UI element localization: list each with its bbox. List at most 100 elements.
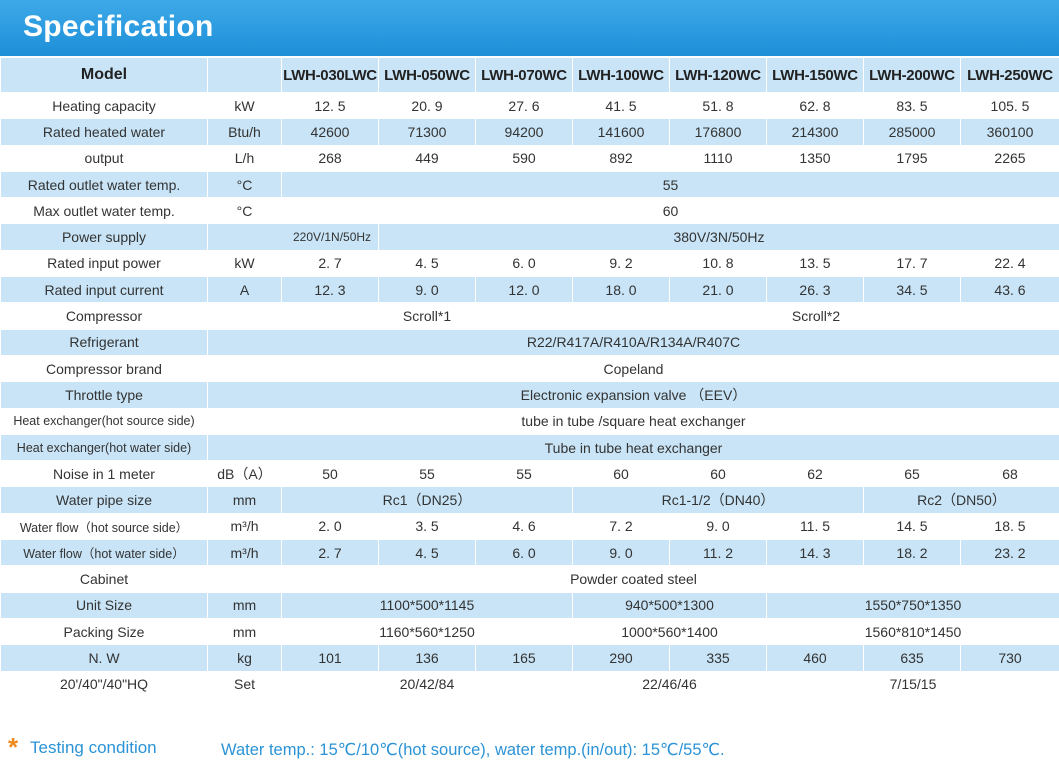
table-cell: 7/15/15	[766, 670, 1059, 698]
table-cell: 11. 5	[766, 512, 864, 541]
table-cell: 1350	[766, 144, 864, 172]
table-cell: Scroll*1	[281, 302, 573, 330]
row-unit: kW	[207, 91, 282, 120]
table-cell: 2265	[960, 144, 1059, 172]
table-cell: 68	[960, 460, 1059, 488]
table-cell: 176800	[669, 118, 767, 146]
testing-condition-note: * Testing condition Water temp.: 15℃/10℃…	[8, 732, 1058, 765]
row-label: Heat exchanger(hot water side)	[0, 433, 208, 462]
table-cell: 101	[281, 644, 379, 672]
table-cell: 18. 5	[960, 512, 1059, 541]
row-rated-outlet-temp: Rated outlet water temp. °C 55	[0, 170, 1059, 199]
row-label: Water flow（hot source side）	[0, 512, 208, 541]
row-label: Refrigerant	[0, 328, 208, 356]
table-cell: 6. 0	[475, 539, 573, 567]
table-cell: 136	[378, 644, 476, 672]
table-cell: 1000*560*1400	[572, 617, 767, 646]
unit-header	[207, 57, 282, 93]
table-cell: 165	[475, 644, 573, 672]
row-hx-hot-water: Heat exchanger(hot water side) Tube in t…	[0, 433, 1059, 462]
table-cell: 11. 2	[669, 539, 767, 567]
table-cell: 940*500*1300	[572, 591, 767, 619]
row-label: Noise in 1 meter	[0, 460, 208, 488]
row-packing-size: Packing Size mm 1160*560*1250 1000*560*1…	[0, 617, 1059, 646]
row-label: output	[0, 144, 208, 172]
table-cell: 449	[378, 144, 476, 172]
table-cell: 65	[863, 460, 961, 488]
row-label: Max outlet water temp.	[0, 197, 208, 225]
row-net-weight: N. W kg 101 136 165 290 335 460 635 730	[0, 644, 1059, 672]
row-label: Heating capacity	[0, 91, 208, 120]
table-cell: 635	[863, 644, 961, 672]
table-cell: tube in tube /square heat exchanger	[207, 407, 1059, 435]
table-cell: 4. 5	[378, 249, 476, 278]
table-cell: 4. 5	[378, 539, 476, 567]
row-unit: Set	[207, 670, 282, 698]
table-cell: 60	[669, 460, 767, 488]
table-cell: Scroll*2	[572, 302, 1059, 330]
table-cell: 1100*500*1145	[281, 591, 573, 619]
asterisk-icon: *	[8, 732, 19, 762]
model-column-header: LWH-250WC	[960, 57, 1059, 93]
table-cell: 380V/3N/50Hz	[378, 223, 1059, 251]
table-cell: 18. 0	[572, 276, 670, 304]
table-cell: 1110	[669, 144, 767, 172]
table-cell: 13. 5	[766, 249, 864, 278]
table-cell: 43. 6	[960, 276, 1059, 304]
table-cell: 50	[281, 460, 379, 488]
row-compressor: Compressor Scroll*1 Scroll*2	[0, 302, 1059, 330]
table-cell: 14. 3	[766, 539, 864, 567]
row-power-supply: Power supply 220V/1N/50Hz 380V/3N/50Hz	[0, 223, 1059, 251]
row-refrigerant: Refrigerant R22/R417A/R410A/R134A/R407C	[0, 328, 1059, 356]
table-cell: Copeland	[207, 354, 1059, 383]
testing-condition-value: Water temp.: 15℃/10℃(hot source), water …	[221, 741, 725, 759]
table-cell: 9. 0	[669, 512, 767, 541]
header-row: Model LWH-030LWC LWH-050WC LWH-070WC LWH…	[0, 57, 1059, 93]
table-cell: Electronic expansion valve （EEV）	[207, 381, 1059, 409]
row-unit: m³/h	[207, 512, 282, 541]
row-max-outlet-temp: Max outlet water temp. °C 60	[0, 197, 1059, 225]
table-cell: 460	[766, 644, 864, 672]
row-unit: °C	[207, 197, 282, 225]
model-column-header: LWH-120WC	[669, 57, 767, 93]
table-cell: 9. 0	[378, 276, 476, 304]
row-label: Compressor	[0, 302, 208, 330]
row-unit: kg	[207, 644, 282, 672]
table-cell: 590	[475, 144, 573, 172]
table-cell: 62. 8	[766, 91, 864, 120]
row-label: Rated input power	[0, 249, 208, 278]
row-unit: A	[207, 276, 282, 304]
model-column-header: LWH-150WC	[766, 57, 864, 93]
row-hx-hot-source: Heat exchanger(hot source side) tube in …	[0, 407, 1059, 435]
row-label: N. W	[0, 644, 208, 672]
row-label: Heat exchanger(hot source side)	[0, 407, 208, 435]
row-container-loading: 20'/40"/40"HQ Set 20/42/84 22/46/46 7/15…	[0, 670, 1059, 698]
table-cell: 290	[572, 644, 670, 672]
row-noise: Noise in 1 meter dB（A） 50 55 55 60 60 62…	[0, 460, 1059, 488]
row-unit: m³/h	[207, 539, 282, 567]
table-cell: 71300	[378, 118, 476, 146]
table-cell: Rc1-1/2（DN40）	[572, 486, 864, 514]
table-cell: 285000	[863, 118, 961, 146]
row-heating-capacity: Heating capacity kW 12. 5 20. 9 27. 6 41…	[0, 91, 1059, 120]
table-cell: 42600	[281, 118, 379, 146]
table-cell: 4. 6	[475, 512, 573, 541]
table-cell: 12. 0	[475, 276, 573, 304]
table-cell: 3. 5	[378, 512, 476, 541]
row-label: Packing Size	[0, 617, 208, 646]
table-cell: 27. 6	[475, 91, 573, 120]
model-column-header: LWH-070WC	[475, 57, 573, 93]
row-unit: kW	[207, 249, 282, 278]
table-cell: 34. 5	[863, 276, 961, 304]
table-cell: Rc2（DN50）	[863, 486, 1059, 514]
row-label: Rated outlet water temp.	[0, 170, 208, 199]
table-cell: 2. 7	[281, 539, 379, 567]
table-cell: 21. 0	[669, 276, 767, 304]
row-label: Rated heated water	[0, 118, 208, 146]
model-column-header: LWH-030LWC	[281, 57, 379, 93]
row-label: Cabinet	[0, 565, 208, 593]
table-cell: 360100	[960, 118, 1059, 146]
table-cell: 23. 2	[960, 539, 1059, 567]
table-cell: Tube in tube heat exchanger	[207, 433, 1059, 462]
row-water-pipe: Water pipe size mm Rc1（DN25） Rc1-1/2（DN4…	[0, 486, 1059, 514]
